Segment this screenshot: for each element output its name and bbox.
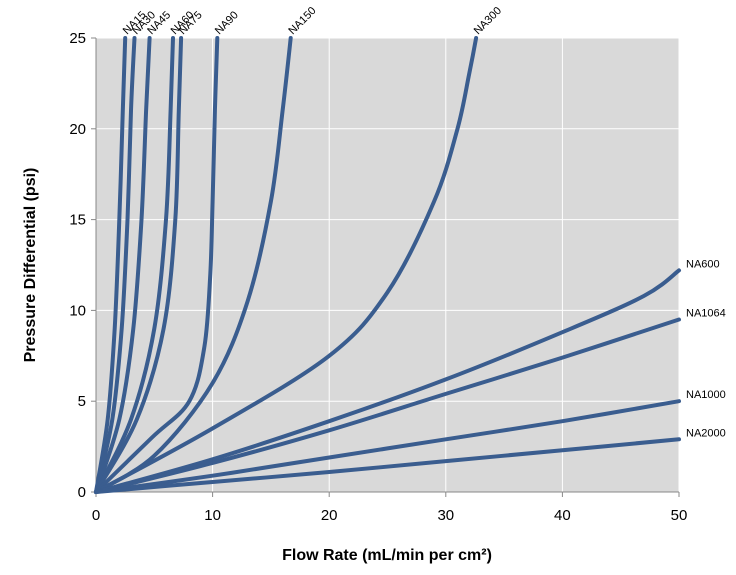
series-line-na300 (94, 36, 479, 494)
y-tick-label: 25 (69, 30, 86, 47)
series-line-na2000 (94, 437, 681, 494)
x-tick-label: 50 (671, 507, 688, 524)
series-label-na1064: NA1064 (686, 307, 726, 319)
y-axis-title: Pressure Differential (psi) (22, 168, 39, 363)
series-label-na75: NA75 (177, 9, 205, 37)
series-line-na150 (94, 36, 293, 494)
y-tick-label: 0 (78, 484, 86, 501)
tick-labels: 0 5 10 15 20 25 0 10 20 30 40 50 (69, 30, 687, 524)
x-tick-label: 10 (204, 507, 221, 524)
axes (91, 37, 680, 497)
x-tick-label: 40 (554, 507, 571, 524)
series-line-na15 (94, 36, 128, 494)
series-line-na90 (94, 36, 220, 494)
y-tick-label: 15 (69, 212, 86, 229)
series-line-na60 (94, 36, 175, 494)
series-line-na600 (94, 268, 681, 494)
series-line-na1064 (94, 317, 681, 494)
series-label-na300: NA300 (472, 5, 504, 37)
y-tick-label: 5 (78, 393, 86, 410)
series-line-na45 (94, 36, 152, 494)
x-tick-label: 0 (92, 507, 100, 524)
series-label-na90: NA90 (213, 9, 241, 37)
series-line-na30 (94, 36, 137, 494)
series-label-na2000: NA2000 (686, 427, 726, 439)
x-tick-label: 30 (437, 507, 454, 524)
series-label-na600: NA600 (686, 258, 720, 270)
series-line-na75 (94, 36, 184, 494)
series-line-na1000 (94, 399, 681, 494)
y-tick-label: 10 (69, 302, 86, 319)
series-lines (94, 36, 681, 494)
x-axis-title: Flow Rate (mL/min per cm²) (282, 547, 492, 564)
series-label-na1000: NA1000 (686, 389, 726, 401)
gridlines (96, 37, 680, 492)
series-label-na150: NA150 (286, 5, 318, 37)
x-tick-label: 20 (321, 507, 338, 524)
y-tick-label: 20 (69, 121, 86, 138)
